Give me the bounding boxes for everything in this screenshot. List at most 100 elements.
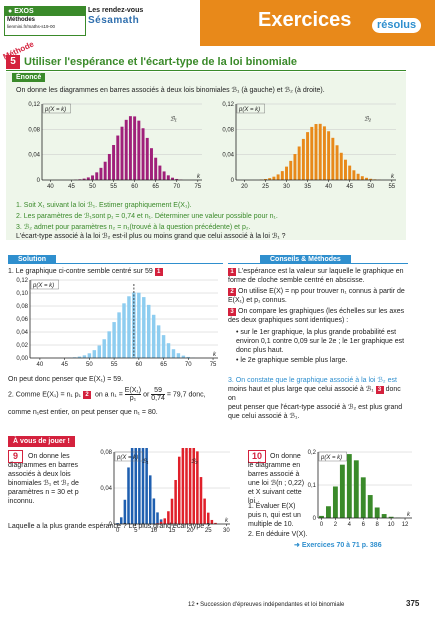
x-tick-label: 25 <box>262 184 269 190</box>
y-axis-label: p(X = k) <box>116 455 138 461</box>
bar <box>116 523 119 524</box>
bar <box>141 128 145 180</box>
bar <box>102 339 106 358</box>
bar <box>297 146 301 180</box>
frac-num: E(X₁) <box>124 387 142 395</box>
bar <box>159 519 163 524</box>
x-tick-label: 20 <box>241 184 248 190</box>
x-tick-label: 4 <box>348 522 352 528</box>
bar <box>272 176 276 180</box>
solution-2: 2. Comme E(X₁) = n₁ p₁ 2 on a n₁ = E(X₁)… <box>8 387 228 405</box>
bar <box>107 153 111 180</box>
bar <box>318 123 322 180</box>
bar <box>148 475 152 524</box>
x-axis-label: k <box>391 174 395 180</box>
y-axis-label: p(X = k) <box>44 107 66 113</box>
y-label-box <box>42 103 71 114</box>
x-tick-label: 0 <box>116 528 120 534</box>
bar <box>137 120 141 180</box>
bar <box>152 498 156 524</box>
exercises-ref[interactable]: ➜ Exercices 70 à 71 p. 386 <box>294 542 382 549</box>
bar <box>293 154 297 180</box>
y-tick-label: 0,10 <box>16 291 28 297</box>
y-tick-label: 0,02 <box>16 343 28 349</box>
frac2-num: 59 <box>151 387 165 395</box>
x-tick-label: 45 <box>61 362 68 368</box>
bar <box>112 322 116 358</box>
chart-b2: 0 0,04 0,08 0,12 20 25 30 35 40 45 50 55 p(X = k) k ℬ₂ <box>222 102 396 190</box>
conseil-2-text: On utilise E(X) = np pour trouver n₁ con… <box>228 288 405 304</box>
bar <box>339 464 345 518</box>
y-tick-label: 0,06 <box>16 317 28 323</box>
x-tick-label: 25 <box>205 528 212 534</box>
x-tick-label: 60 <box>135 362 142 368</box>
x-tick-label: 40 <box>325 184 332 190</box>
bar <box>107 331 111 358</box>
bar <box>138 448 141 524</box>
bar <box>327 131 331 180</box>
methode-number: 5 <box>6 55 20 69</box>
solution-3a: 3. On constate que le graphique associé … <box>228 377 397 384</box>
bar <box>82 178 86 180</box>
conseil-1-text: L'espérance est la valeur sur laquelle l… <box>228 268 404 284</box>
bar <box>145 448 148 524</box>
solution-3c: donc on <box>228 386 401 402</box>
bar <box>134 448 138 524</box>
bar <box>158 165 162 180</box>
y-label-box <box>318 451 347 462</box>
x-tick-label: 65 <box>152 184 159 190</box>
x-tick-label: 55 <box>111 362 118 368</box>
bar <box>87 353 92 358</box>
conseil-3-num: 3 <box>228 308 236 316</box>
x-tick-label: 15 <box>169 528 176 534</box>
bar <box>360 477 366 518</box>
conseil-2-num: 2 <box>228 288 236 296</box>
y-tick-label: 0,08 <box>16 304 28 310</box>
bar <box>156 325 161 358</box>
bar <box>192 448 196 524</box>
bar <box>122 303 126 358</box>
bar <box>116 135 120 180</box>
bar <box>185 448 188 524</box>
bar <box>374 507 380 518</box>
y-tick-label: 0 <box>37 178 41 184</box>
x-tick-label: 2 <box>334 522 338 528</box>
frac-den: p₁ <box>129 395 137 402</box>
bar <box>356 173 360 180</box>
x-tick-label: 55 <box>388 184 395 190</box>
question-1: 1. Soit X₁ suivant la loi ℬ₁. Estimer gr… <box>16 202 192 209</box>
series-label: ℬ₂ <box>364 116 372 123</box>
bar <box>130 448 134 524</box>
y-tick-label: 0,12 <box>28 102 40 108</box>
bar <box>82 355 87 358</box>
bar <box>171 177 174 180</box>
x-tick-label: 60 <box>131 184 138 190</box>
bar <box>181 448 185 524</box>
y-tick-label: 0,04 <box>222 153 234 159</box>
y-axis-label: p(X = k) <box>238 107 260 113</box>
solution-3b: moins haut et plus large que celui assoc… <box>228 386 374 393</box>
x-tick-label: 45 <box>68 184 75 190</box>
lienmini-link[interactable]: lienmini.fr/maths-s19-00 <box>7 24 56 29</box>
conseil-bullet-2: • le 2e graphique semble plus large. <box>236 357 348 364</box>
y-tick-label: 0,08 <box>100 450 112 456</box>
x-axis-label: k <box>197 174 201 180</box>
bar <box>301 138 305 180</box>
series-label: ℬ₁ <box>142 458 149 465</box>
solution-2b: on a n₁ = <box>94 391 123 399</box>
x-tick-label: 40 <box>47 184 54 190</box>
solution-1-text: 1. Le graphique ci-contre semble centré … <box>8 268 153 275</box>
bar <box>163 518 167 524</box>
y-tick-label: 0,04 <box>28 153 40 159</box>
bar <box>127 296 131 358</box>
exos-label: EXOS <box>14 8 34 15</box>
bar <box>326 506 331 518</box>
bar <box>206 512 210 524</box>
header: ● EXOS Méthodes lienmini.fr/maths-s19-00… <box>0 0 435 46</box>
bar <box>91 175 94 180</box>
bar <box>86 177 90 180</box>
chart-ex9: 0 0,04 0,08 0 5 10 15 20 25 30 p(X = k) k ℬ₁ ℬ₂ <box>100 448 230 534</box>
bar <box>103 161 107 180</box>
conseil-3-text: On compare les graphiques (les échelles … <box>228 308 405 324</box>
y-label-box <box>114 451 143 462</box>
